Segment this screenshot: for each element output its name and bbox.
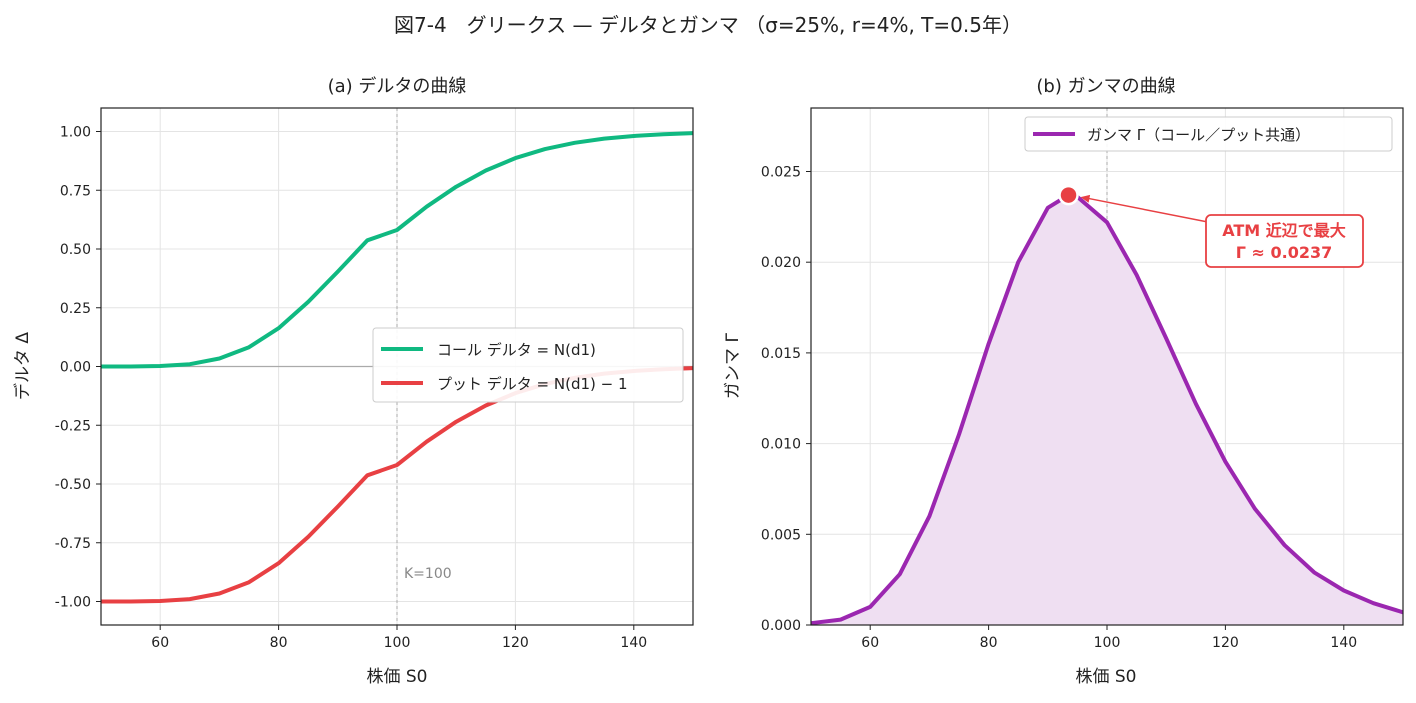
gamma-panel: (b) ガンマの曲線 60 80 100 120 140 0.025 0.020 0.015… xyxy=(723,76,1404,687)
y-tick-label: 0.005 xyxy=(761,527,801,543)
gamma-legend: ガンマ Γ（コール／プット共通） xyxy=(1024,116,1393,152)
gamma-line xyxy=(810,193,1404,626)
gamma-annotation-box xyxy=(1205,214,1364,268)
call-delta-line xyxy=(101,131,694,369)
y-tick-label: 0.50 xyxy=(60,242,91,258)
delta-y-ticks: 1.00 0.75 0.50 0.25 0.00 -0.25 -0.50 -0.75 -1.00 xyxy=(55,125,101,611)
delta-y-axis-label: デルタ Δ xyxy=(12,332,33,400)
y-tick-label: 0.010 xyxy=(761,437,801,453)
delta-legend-box xyxy=(372,327,684,403)
gamma-annotation-arrowhead xyxy=(1080,194,1091,203)
delta-x-ticks: 60 80 100 120 140 xyxy=(151,625,647,651)
y-tick-label: 0.020 xyxy=(761,255,801,271)
delta-legend-call-label: コール デルタ = N(d1) xyxy=(437,341,596,359)
y-tick-label: 0.000 xyxy=(761,618,801,634)
gamma-y-ticks: 0.025 0.020 0.015 0.010 0.005 0.000 xyxy=(761,164,811,634)
delta-legend: コール デルタ = N(d1) プット デルタ = N(d1) − 1 xyxy=(372,327,684,403)
y-tick-label: -0.50 xyxy=(55,477,91,493)
gamma-area-fill xyxy=(811,195,1403,625)
x-tick-label: 60 xyxy=(151,635,169,651)
y-tick-label: 0.015 xyxy=(761,346,801,362)
y-tick-label: 0.025 xyxy=(761,164,801,180)
delta-strike-label: K=100 xyxy=(404,566,452,582)
gamma-annotation-line2: Γ ≈ 0.0237 xyxy=(1236,243,1332,262)
y-tick-label: 0.00 xyxy=(60,360,91,376)
gamma-y-axis-label: ガンマ Γ xyxy=(723,333,743,399)
x-tick-label: 60 xyxy=(861,635,879,651)
delta-panel: (a) デルタの曲線 60 80 100 120 140 1.00 0.75 0.50 0.2… xyxy=(12,76,694,687)
y-tick-label: 0.25 xyxy=(60,301,91,317)
x-tick-label: 140 xyxy=(1330,635,1357,651)
gamma-peak-marker xyxy=(1058,184,1079,206)
x-tick-label: 140 xyxy=(620,635,647,651)
x-tick-label: 80 xyxy=(270,635,288,651)
delta-legend-put-label: プット デルタ = N(d1) − 1 xyxy=(437,375,628,393)
x-tick-label: 120 xyxy=(1212,635,1239,651)
y-tick-label: -0.25 xyxy=(55,418,91,434)
y-tick-label: 0.75 xyxy=(60,183,91,199)
y-tick-label: -0.75 xyxy=(55,536,91,552)
x-tick-label: 80 xyxy=(980,635,998,651)
gamma-x-axis-label: 株価 S0 xyxy=(1075,667,1136,687)
gamma-x-ticks: 60 80 100 120 140 xyxy=(861,625,1357,651)
x-tick-label: 100 xyxy=(1094,635,1121,651)
delta-panel-title: (a) デルタの曲線 xyxy=(328,76,467,97)
gamma-annotation-line1: ATM 近辺で最大 xyxy=(1222,221,1346,240)
figure-title: 図7-4 グリークス — デルタとガンマ （σ=25%, r=4%, T=0.5… xyxy=(394,13,1022,37)
y-tick-label: -1.00 xyxy=(55,595,91,611)
gamma-legend-box xyxy=(1024,116,1393,152)
delta-x-axis-label: 株価 S0 xyxy=(366,667,427,687)
gamma-annotation-arrow xyxy=(1086,197,1219,225)
gamma-series xyxy=(810,184,1404,626)
gamma-peak-annotation: ATM 近辺で最大 Γ ≈ 0.0237 xyxy=(1080,194,1364,268)
y-tick-label: 1.00 xyxy=(60,125,91,141)
x-tick-label: 100 xyxy=(384,635,411,651)
gamma-panel-title: (b) ガンマの曲線 xyxy=(1036,76,1175,97)
gamma-legend-label: ガンマ Γ（コール／プット共通） xyxy=(1087,126,1310,144)
x-tick-label: 120 xyxy=(502,635,529,651)
